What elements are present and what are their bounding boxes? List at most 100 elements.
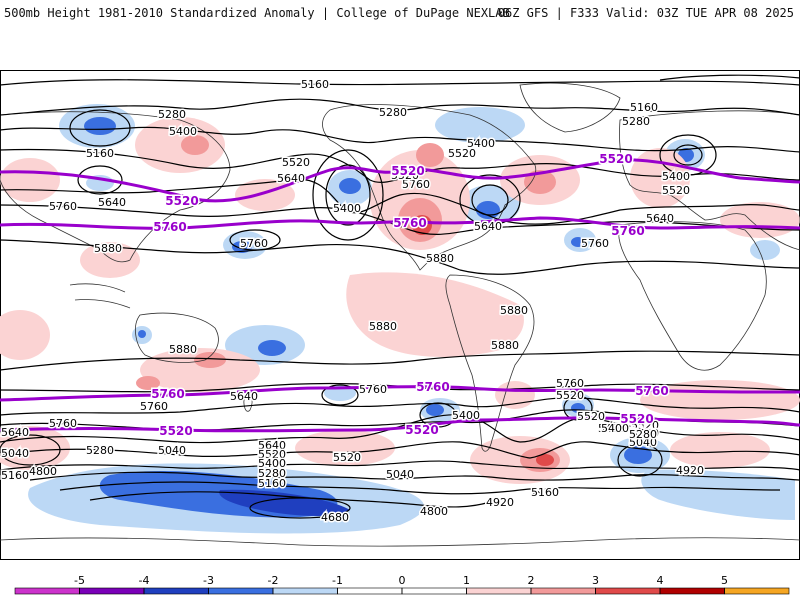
contour-5880 bbox=[0, 350, 800, 371]
coastline-north-america bbox=[322, 104, 537, 271]
contour-label: 5280 bbox=[158, 108, 186, 121]
contour-label: 5760 bbox=[359, 383, 387, 396]
colorbar-segment bbox=[143, 587, 209, 595]
anomaly-blob bbox=[435, 107, 525, 143]
colorbar-tick-label: -5 bbox=[74, 574, 85, 587]
reference-label: 5760 bbox=[151, 387, 184, 401]
anomaly-blob bbox=[0, 158, 60, 202]
anomaly-blob bbox=[194, 352, 226, 368]
contour-5160 bbox=[0, 460, 800, 471]
reference-label: 5760 bbox=[393, 216, 426, 230]
contour-low-north-pacific bbox=[325, 164, 371, 226]
contour-5040 bbox=[29, 471, 800, 481]
contour-label: 5520 bbox=[556, 389, 584, 402]
contour-5280 bbox=[0, 98, 800, 116]
colorbar-segment bbox=[208, 587, 274, 595]
colorbar-segment bbox=[659, 587, 725, 595]
contour-label: 5400 bbox=[467, 137, 495, 150]
contour-label: 5400 bbox=[452, 409, 480, 422]
header: 500mb Height 1981-2010 Standardized Anom… bbox=[0, 0, 800, 26]
contour-label: 5640 bbox=[646, 212, 674, 225]
anomaly-blob bbox=[630, 148, 690, 208]
contour-label: 5160 bbox=[258, 477, 286, 490]
contour-label: 5400 bbox=[601, 422, 629, 435]
reference-label: 5520 bbox=[159, 424, 192, 438]
contour-label: 4920 bbox=[530, 486, 558, 499]
contour-low-siberia bbox=[673, 144, 703, 166]
contour-label: 5400 bbox=[258, 457, 286, 470]
reference-label: 5520 bbox=[405, 423, 438, 437]
contour-label: 5280 bbox=[629, 428, 657, 441]
contour-label: 5640 bbox=[1, 426, 29, 439]
contour-label: 5160 bbox=[1, 469, 29, 482]
contour-low-hudson bbox=[471, 184, 509, 216]
coastline-australia bbox=[135, 312, 219, 363]
colorbar: -5 -4 -3 -2 -1 0 1 2 3 4 5 bbox=[14, 574, 790, 595]
coastline-new-zealand bbox=[243, 393, 253, 412]
contour-label: 5160 bbox=[630, 101, 658, 114]
coastline-indonesia bbox=[69, 283, 131, 309]
contour-low-north-pacific bbox=[312, 149, 384, 241]
contour-label: 5520 bbox=[258, 448, 286, 461]
contour-label: 5520 bbox=[333, 451, 361, 464]
anomaly-blob bbox=[495, 381, 535, 409]
contour-label: 5880 bbox=[426, 252, 454, 265]
colorbar-segment bbox=[337, 587, 403, 595]
anomaly-blob bbox=[524, 170, 556, 194]
contour-label: 4920 bbox=[676, 464, 704, 477]
anomaly-blob bbox=[0, 310, 50, 360]
contour-label: 5280 bbox=[629, 428, 657, 441]
anomaly-shading bbox=[0, 104, 800, 534]
reference-label: 5520 bbox=[391, 164, 424, 178]
anomaly-blob bbox=[138, 330, 146, 338]
colorbar-tick-label: 2 bbox=[528, 574, 535, 587]
anomaly-blob bbox=[219, 489, 350, 516]
contour-5160 bbox=[0, 79, 800, 86]
contour-5520 bbox=[0, 148, 800, 183]
contour-label: 5280 bbox=[379, 106, 407, 119]
ref-contour-5520-north bbox=[0, 158, 800, 203]
anomaly-blob bbox=[720, 202, 800, 238]
contour-label: 5160 bbox=[531, 486, 559, 499]
contour-label: 5040 bbox=[158, 444, 186, 457]
colorbar-tick-label: 4 bbox=[657, 574, 664, 587]
contour-label: 4680 bbox=[321, 511, 349, 524]
contour-label: 4800 bbox=[29, 465, 57, 478]
reference-label: 5520 bbox=[599, 152, 632, 166]
anomaly-blob bbox=[258, 340, 286, 356]
colorbar-ticks: -5 -4 -3 -2 -1 0 1 2 3 4 5 bbox=[74, 574, 728, 594]
reference-label: 5520 bbox=[165, 194, 198, 208]
colorbar-segment bbox=[272, 587, 338, 595]
anomaly-blob bbox=[624, 446, 652, 464]
reference-contours bbox=[0, 158, 800, 433]
contour-label: 5400 bbox=[598, 422, 626, 435]
contour-low-south bbox=[249, 497, 351, 519]
contour-label: 5640 bbox=[474, 220, 502, 233]
colorbar-segment bbox=[466, 587, 532, 595]
colorbar-segment bbox=[401, 587, 467, 595]
ref-contour-5760-north bbox=[0, 216, 800, 230]
contour-label: 5520 bbox=[577, 410, 605, 423]
contour-5160 bbox=[659, 74, 800, 81]
contour-label: 5520 bbox=[631, 419, 659, 432]
anomaly-blob bbox=[295, 430, 395, 466]
colorbar-tick-label: -4 bbox=[139, 574, 150, 587]
contour-label: 5520 bbox=[391, 169, 419, 182]
contour-low-south-e bbox=[563, 395, 593, 421]
contour-label: 5760 bbox=[240, 237, 268, 250]
contour-label: 5880 bbox=[491, 339, 519, 352]
contour-label: 5880 bbox=[94, 242, 122, 255]
anomaly-blob bbox=[536, 454, 554, 466]
ref-contour-5760-south bbox=[0, 385, 800, 402]
contour-label: 5760 bbox=[49, 417, 77, 430]
contour-label: 5520 bbox=[448, 147, 476, 160]
contour-label: 5640 bbox=[230, 390, 258, 403]
contour-label: 5400 bbox=[333, 202, 361, 215]
contour-low-south-pacific bbox=[321, 384, 359, 406]
anomaly-blob bbox=[412, 215, 432, 235]
contour-4920 bbox=[59, 481, 781, 495]
colorbar-tick-label: 3 bbox=[592, 574, 599, 587]
contour-5400 bbox=[0, 126, 800, 153]
